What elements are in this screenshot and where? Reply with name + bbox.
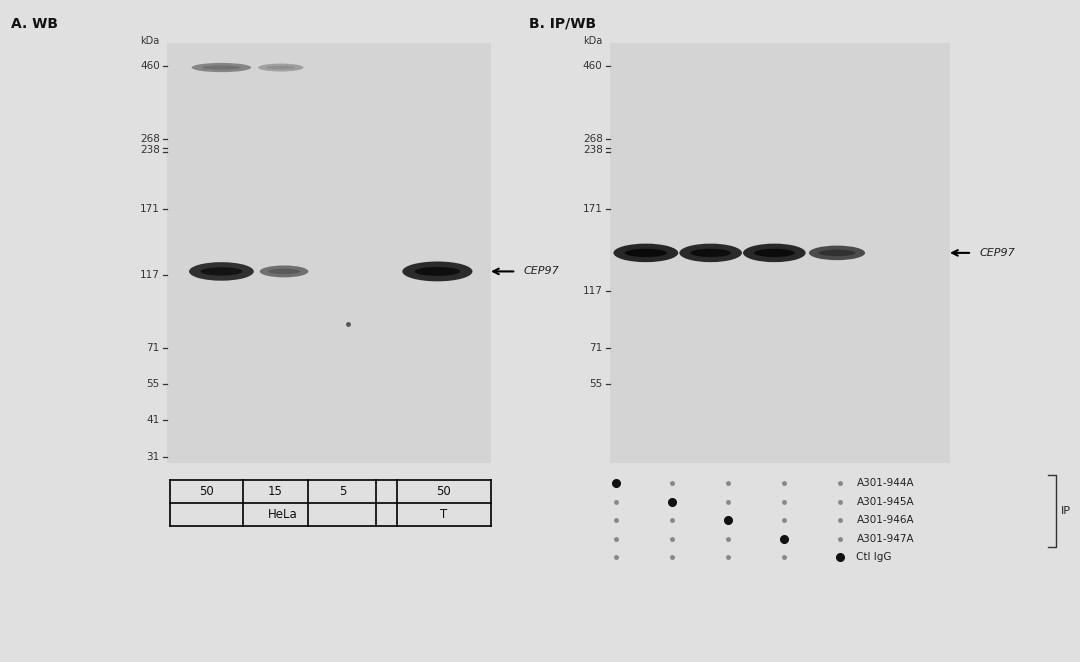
Text: 55: 55 (147, 379, 160, 389)
Ellipse shape (402, 261, 473, 281)
Text: T: T (441, 508, 447, 521)
Text: A301-946A: A301-946A (856, 515, 914, 526)
Ellipse shape (200, 267, 242, 275)
Ellipse shape (809, 246, 865, 260)
Text: 15: 15 (268, 485, 283, 498)
Ellipse shape (266, 66, 296, 70)
Text: 460: 460 (583, 61, 603, 71)
Text: 268: 268 (140, 134, 160, 144)
Ellipse shape (260, 265, 309, 277)
Ellipse shape (754, 249, 795, 257)
Ellipse shape (690, 249, 731, 257)
Text: A301-944A: A301-944A (856, 478, 914, 489)
Text: HeLa: HeLa (268, 508, 298, 521)
Text: 55: 55 (590, 379, 603, 389)
Text: 460: 460 (140, 61, 160, 71)
Text: 50: 50 (199, 485, 214, 498)
Text: 31: 31 (147, 451, 160, 462)
Text: 50: 50 (436, 485, 451, 498)
Ellipse shape (202, 66, 241, 70)
Ellipse shape (743, 244, 806, 262)
Text: 71: 71 (147, 342, 160, 353)
Text: A. WB: A. WB (11, 17, 58, 30)
Text: 171: 171 (140, 203, 160, 214)
Text: Ctl IgG: Ctl IgG (856, 552, 892, 563)
Text: 268: 268 (583, 134, 603, 144)
Ellipse shape (192, 63, 251, 72)
Text: kDa: kDa (140, 36, 160, 46)
Text: 117: 117 (140, 269, 160, 280)
Text: 238: 238 (583, 144, 603, 155)
Text: IP: IP (1061, 506, 1070, 516)
Text: A301-947A: A301-947A (856, 534, 914, 544)
Text: A301-945A: A301-945A (856, 496, 914, 507)
Text: 238: 238 (140, 144, 160, 155)
Ellipse shape (258, 64, 303, 71)
Ellipse shape (268, 269, 300, 274)
Text: 5: 5 (339, 485, 346, 498)
Ellipse shape (819, 250, 855, 256)
Text: CEP97: CEP97 (524, 266, 559, 277)
Text: CEP97: CEP97 (980, 248, 1015, 258)
Text: B. IP/WB: B. IP/WB (529, 17, 596, 30)
Bar (167, 43, 491, 463)
Ellipse shape (624, 249, 666, 257)
Text: kDa: kDa (583, 36, 603, 46)
Ellipse shape (613, 244, 678, 262)
Bar (610, 43, 950, 463)
Ellipse shape (679, 244, 742, 262)
Text: 117: 117 (583, 286, 603, 297)
Ellipse shape (415, 267, 460, 276)
Text: 41: 41 (147, 415, 160, 426)
Text: 171: 171 (583, 203, 603, 214)
Ellipse shape (189, 262, 254, 281)
Text: 71: 71 (590, 342, 603, 353)
